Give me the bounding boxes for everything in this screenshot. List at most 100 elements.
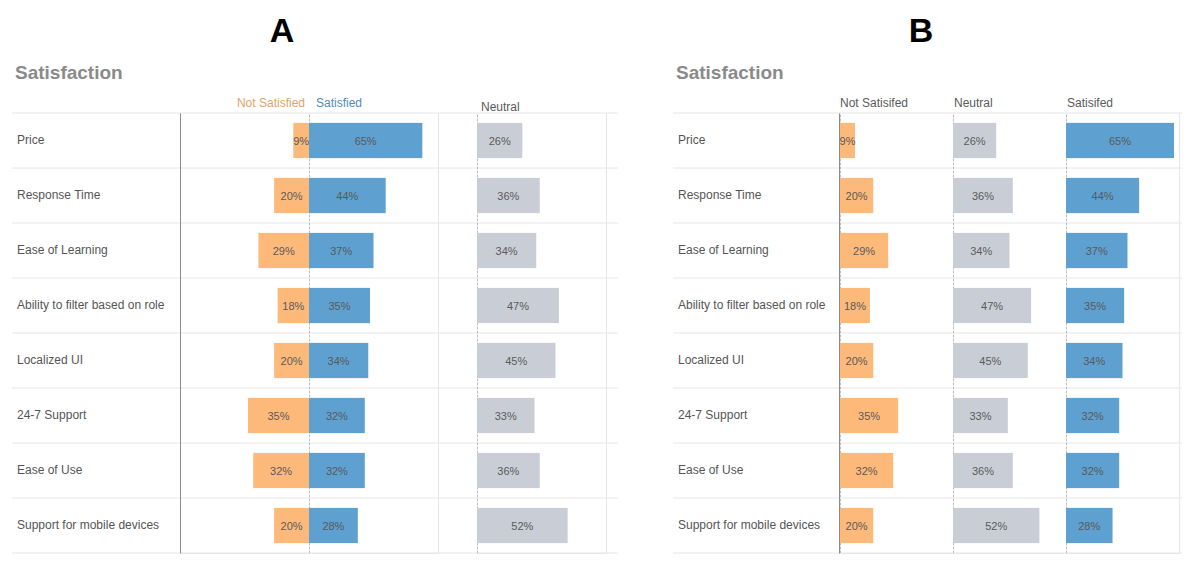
data-label: 52% — [511, 520, 533, 532]
row-separator — [673, 333, 1182, 334]
bar — [274, 343, 309, 378]
bar — [309, 343, 368, 378]
category-tick: Ease of Use — [678, 463, 839, 477]
category-tick: Ease of Use — [17, 463, 180, 477]
category-tick: Ability to filter based on role — [17, 298, 180, 312]
category-label: 24-7 Support — [17, 408, 87, 422]
series-header: Neutral — [954, 96, 993, 110]
data-label: 45% — [505, 355, 527, 367]
data-label: 47% — [981, 300, 1003, 312]
category-tick: Price — [17, 133, 180, 147]
bar — [953, 343, 1028, 378]
chart-root: A Satisfaction Price Response Time Ease of L… — [0, 0, 1196, 565]
bars — [840, 123, 1174, 543]
data-label: 33% — [969, 410, 991, 422]
bar — [840, 288, 870, 323]
value-axis-line — [310, 113, 439, 554]
data-label: 36% — [497, 190, 519, 202]
category-label: 24-7 Support — [678, 408, 748, 422]
data-label: 36% — [972, 465, 994, 477]
data-label: 34% — [970, 245, 992, 257]
bar — [953, 178, 1013, 213]
bar — [309, 123, 422, 158]
bar — [840, 453, 893, 488]
category-label: Ease of Learning — [678, 243, 769, 257]
bar — [309, 398, 365, 433]
row-separator — [12, 333, 618, 334]
category-axis-line — [839, 114, 840, 554]
row-separator — [673, 223, 1182, 224]
row-separator — [673, 113, 1182, 114]
bars — [248, 123, 568, 543]
data-label: 26% — [964, 135, 986, 147]
panel-letter: A — [270, 11, 295, 49]
bar — [840, 343, 873, 378]
bar — [258, 233, 309, 268]
category-label: Ability to filter based on role — [678, 298, 826, 312]
category-label: Localized UI — [17, 353, 83, 367]
bar — [477, 288, 559, 323]
category-tick: Ability to filter based on role — [678, 298, 839, 312]
bar — [293, 123, 309, 158]
panel: ASatisfactionPriceResponse TimeEase of L… — [12, 11, 618, 554]
category-label: Response Time — [17, 188, 101, 202]
data-label: 44% — [1092, 190, 1114, 202]
bar — [840, 178, 873, 213]
bar — [1066, 288, 1124, 323]
bar — [477, 398, 535, 433]
value-axis — [310, 113, 439, 554]
data-label: 20% — [281, 190, 303, 202]
data-label: 29% — [853, 245, 875, 257]
category-tick: Localized UI — [17, 353, 180, 367]
data-label: 36% — [972, 190, 994, 202]
row-separator — [12, 388, 618, 389]
bar — [1066, 398, 1119, 433]
category-tick: 24-7 Support — [678, 408, 839, 422]
bar — [309, 508, 358, 543]
data-labels: 9%20%29%18%20%35%32%20%26%36%34%47%45%33… — [840, 135, 1132, 532]
category-tick: Support for mobile devices — [17, 518, 180, 532]
data-label: 20% — [281, 520, 303, 532]
panel-letter: B — [909, 11, 934, 49]
bar — [309, 178, 386, 213]
data-label: 20% — [846, 355, 868, 367]
series-header: Not Satisfied — [237, 96, 305, 110]
data-label: 20% — [846, 190, 868, 202]
bar — [1066, 123, 1174, 158]
data-label: 32% — [326, 410, 348, 422]
data-label: 9% — [293, 135, 309, 147]
data-label: 18% — [844, 300, 866, 312]
series-header: Not Satisifed — [840, 96, 908, 110]
data-label: 18% — [282, 300, 304, 312]
bar — [840, 508, 873, 543]
category-tick: Localized UI — [678, 353, 839, 367]
category-tick: Ease of Learning — [678, 243, 839, 257]
chart-title: Satisfaction — [15, 62, 123, 83]
data-label: 37% — [1086, 245, 1108, 257]
data-label: 35% — [267, 410, 289, 422]
bar — [1066, 178, 1139, 213]
panel: BSatisfactionPriceResponse TimeEase of L… — [673, 11, 1182, 554]
bar — [840, 398, 898, 433]
category-label: Ease of Use — [17, 463, 83, 477]
category-axis: PriceResponse TimeEase of LearningAbilit… — [17, 114, 181, 554]
bar — [248, 398, 309, 433]
bar — [953, 233, 1010, 268]
data-label: 36% — [497, 465, 519, 477]
data-label: 32% — [856, 465, 878, 477]
bar — [840, 123, 855, 158]
bar — [953, 508, 1039, 543]
data-label: 65% — [1109, 135, 1131, 147]
category-label: Price — [17, 133, 45, 147]
value-axis — [841, 113, 954, 554]
data-label: 34% — [328, 355, 350, 367]
category-label: Localized UI — [678, 353, 744, 367]
value-axis — [1067, 113, 1180, 554]
bar — [477, 508, 568, 543]
row-separator — [12, 443, 618, 444]
data-label: 26% — [489, 135, 511, 147]
category-label: Response Time — [678, 188, 762, 202]
bar — [477, 123, 522, 158]
data-label: 29% — [273, 245, 295, 257]
data-label: 35% — [328, 300, 350, 312]
